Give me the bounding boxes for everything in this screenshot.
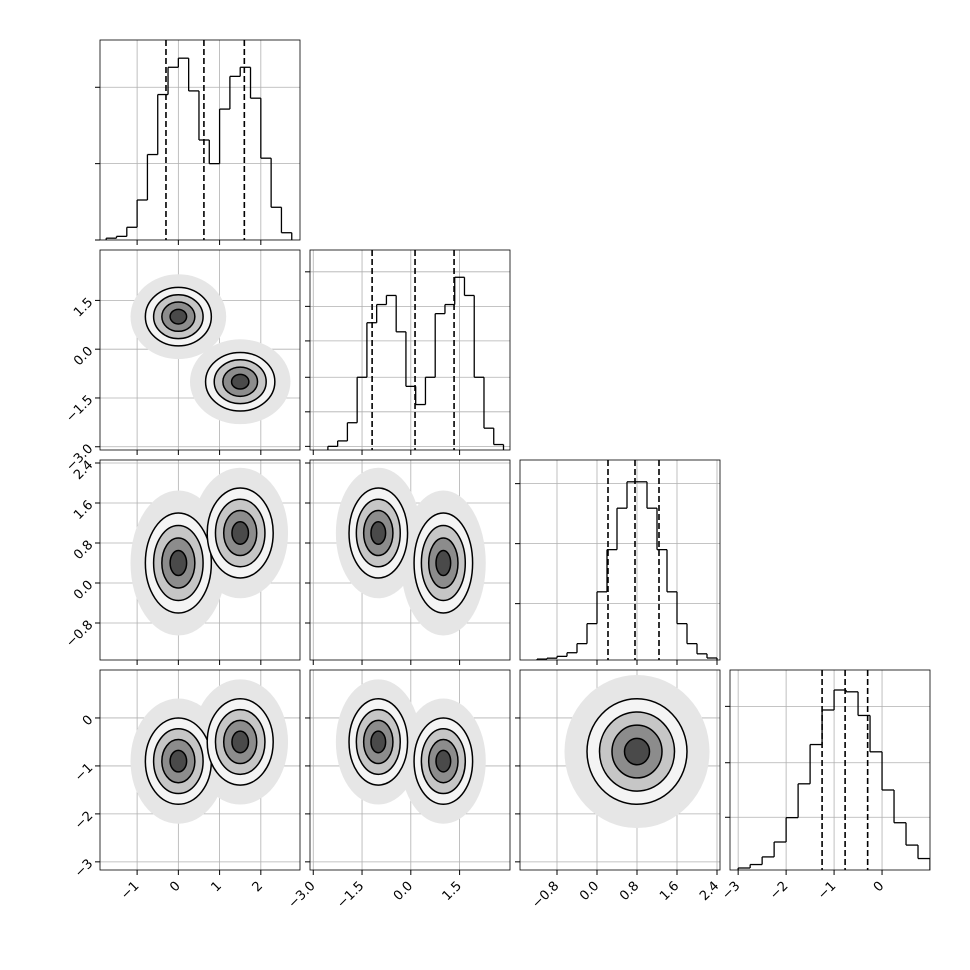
x-tick-label: −1	[118, 879, 142, 903]
density-contour	[231, 521, 250, 545]
y-tick-label: 0.8	[71, 538, 96, 563]
panel-frame	[519, 459, 721, 661]
y-tick-label: −1	[72, 761, 96, 785]
x-tick-label: −1.5	[334, 879, 367, 912]
panel-frame	[309, 249, 511, 451]
panel	[730, 670, 930, 870]
panel	[520, 460, 720, 660]
panel	[100, 460, 300, 660]
x-tick-label: 0.0	[391, 879, 416, 904]
panel-frame	[309, 669, 511, 871]
x-tick-label: 2.4	[697, 879, 722, 904]
panel	[520, 670, 720, 870]
x-tick-label: 2	[250, 879, 266, 895]
density-contour	[230, 373, 250, 390]
panel	[100, 40, 300, 240]
y-tick-label: −0.8	[63, 618, 96, 651]
y-tick-label: 0	[80, 713, 96, 729]
panel-frame	[99, 39, 301, 241]
y-tick-label: −3	[72, 857, 96, 881]
density-contour	[169, 749, 188, 773]
panel	[310, 670, 510, 870]
y-tick-label: 0.0	[71, 344, 96, 369]
density-contour	[231, 730, 250, 754]
x-tick-label: −3	[719, 879, 743, 903]
y-tick-label: 0.0	[71, 578, 96, 603]
x-tick-label: 0	[871, 879, 887, 895]
x-tick-label: 0.8	[617, 879, 642, 904]
x-tick-label: 1.5	[440, 879, 465, 904]
x-tick-label: 1	[208, 879, 224, 895]
density-contour	[169, 308, 188, 325]
panel-frame	[99, 669, 301, 871]
panel-frame	[99, 459, 301, 661]
panel-frame	[309, 459, 511, 661]
panel-frame	[99, 249, 301, 451]
x-tick-label: −0.8	[529, 879, 562, 912]
panel	[100, 670, 300, 870]
density-contour	[435, 549, 452, 577]
y-tick-label: 1.6	[71, 498, 96, 523]
x-tick-label: −2	[767, 879, 791, 903]
density-contour	[623, 737, 651, 766]
panel	[310, 250, 510, 450]
density-contour	[435, 749, 452, 773]
y-tick-label: −2	[72, 809, 96, 833]
panel-frame	[519, 669, 721, 871]
x-tick-label: −3.0	[286, 879, 319, 912]
panel-frame	[729, 669, 931, 871]
x-tick-label: −1	[815, 879, 839, 903]
x-tick-label: 0	[167, 879, 183, 895]
density-contour	[169, 549, 188, 577]
density-contour	[370, 730, 387, 754]
y-tick-label: −1.5	[63, 393, 96, 426]
panel	[100, 250, 300, 450]
density-contour	[370, 521, 387, 545]
y-tick-label: 1.5	[71, 295, 96, 320]
panel	[310, 460, 510, 660]
x-tick-label: 1.6	[657, 879, 682, 904]
x-tick-label: 0.0	[577, 879, 602, 904]
